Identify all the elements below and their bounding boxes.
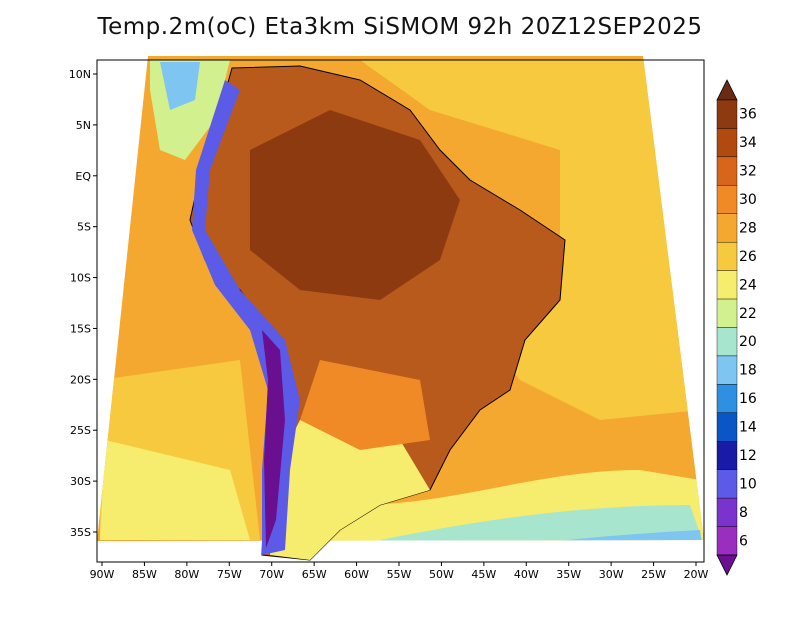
y-tick-label: 10N <box>69 68 91 81</box>
colorbar-segment <box>716 185 738 214</box>
colorbar-segment <box>716 412 738 442</box>
x-tick-label: 55W <box>387 568 412 581</box>
colorbar-label: 36 <box>739 107 757 123</box>
x-tick-label: 90W <box>90 568 115 581</box>
colorbar: 36 34 32 30 28 26 24 22 20 18 16 14 12 10 8 6 <box>716 79 757 576</box>
colorbar-bottom-arrow <box>716 554 738 576</box>
southern-cone-cool <box>270 420 430 560</box>
colorbar-segment <box>716 497 738 527</box>
colorbar-segment <box>716 384 738 414</box>
y-tick-label: 30S <box>70 475 91 488</box>
colorbar-segment <box>716 327 738 357</box>
x-tick-label: 20W <box>684 568 709 581</box>
colorbar-segment <box>716 156 738 186</box>
y-tick-label: 15S <box>70 322 91 335</box>
south-atlantic-colder-band <box>360 505 704 541</box>
colorbar-label: 28 <box>739 220 757 236</box>
colorbar-segment <box>716 441 738 470</box>
colorbar-label: 12 <box>739 448 757 464</box>
colorbar-label: 16 <box>739 391 757 407</box>
y-tick-label: 5S <box>77 221 91 234</box>
map-title: Temp.2m(oC) Eta3km SiSMOM 92h 20Z12SEP20… <box>97 14 703 40</box>
x-tick-label: 85W <box>132 568 157 581</box>
x-tick-label: 40W <box>514 568 539 581</box>
colorbar-label: 8 <box>739 505 748 521</box>
andes-coldest-core <box>262 330 285 548</box>
x-tick-label: 35W <box>556 568 581 581</box>
y-tick-label: 20S <box>70 373 91 386</box>
colorbar-label: 10 <box>739 476 757 492</box>
x-tick-label: 60W <box>344 568 369 581</box>
y-tick-label: 25S <box>70 424 91 437</box>
pacific-light-band <box>100 440 250 540</box>
colorbar-segment <box>716 99 738 129</box>
colorbar-segment <box>716 526 738 556</box>
x-tick-label: 80W <box>174 568 199 581</box>
colorbar-label: 18 <box>739 363 757 379</box>
amazon-hot-core <box>250 110 460 300</box>
y-tick-label: 35S <box>70 526 91 539</box>
colorbar-label: 26 <box>739 249 757 265</box>
x-tick-label: 65W <box>302 568 327 581</box>
colorbar-label: 34 <box>739 135 757 151</box>
atlantic-cool-zone <box>360 60 700 420</box>
colorbar-label: 32 <box>739 164 757 180</box>
y-tick-label: 5N <box>76 119 91 132</box>
x-tick-label: 45W <box>471 568 496 581</box>
south-atlantic-coldest-band <box>420 530 704 541</box>
colorbar-segment <box>716 355 738 385</box>
colorbar-segment <box>716 128 738 158</box>
colorbar-label: 22 <box>739 306 757 322</box>
colorbar-segment <box>716 270 738 300</box>
colorbar-segment <box>716 241 738 271</box>
pampas-warm <box>300 360 430 450</box>
colorbar-label: 20 <box>739 334 757 350</box>
y-axis: 10N 5N EQ 5S 10S 15S 20S 25S 30S 35S <box>69 68 97 539</box>
colorbar-label: 14 <box>739 420 757 436</box>
colorbar-segment <box>716 469 738 499</box>
colorbar-label: 24 <box>739 277 757 293</box>
x-tick-label: 75W <box>217 568 242 581</box>
colorbar-label: 6 <box>739 533 748 549</box>
x-tick-label: 50W <box>429 568 454 581</box>
x-tick-label: 70W <box>259 568 284 581</box>
x-tick-label: 25W <box>641 568 666 581</box>
colorbar-segment <box>716 213 738 243</box>
colorbar-label: 30 <box>739 192 757 208</box>
x-axis: 90W 85W 80W 75W 70W 65W 60W 55W 50W 45W 40W 35W 30W 2… <box>90 562 709 581</box>
colorbar-top-arrow <box>716 79 738 101</box>
colorbar-segment <box>716 298 738 328</box>
x-tick-label: 30W <box>599 568 624 581</box>
north-pacific-blue-zone <box>160 62 200 110</box>
y-tick-label: 10S <box>70 272 91 285</box>
y-tick-label: EQ <box>75 170 91 183</box>
